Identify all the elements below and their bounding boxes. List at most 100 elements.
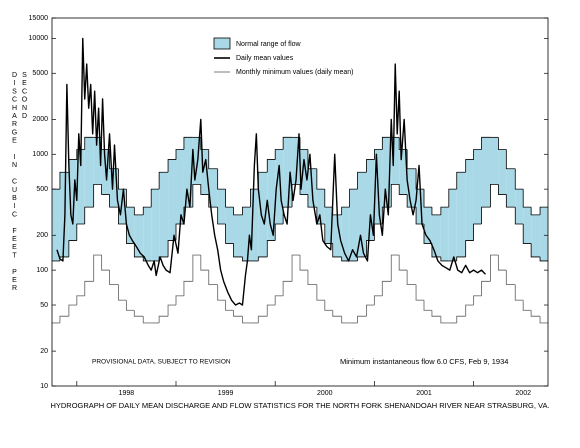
band-edge: [381, 136, 392, 150]
minimum-step: [118, 284, 127, 301]
minimum-step: [175, 295, 184, 306]
minimum-step: [497, 255, 507, 271]
band-edge: [415, 168, 424, 190]
band-edge: [133, 243, 144, 258]
minimum-step: [282, 280, 293, 296]
band-edge: [341, 206, 350, 215]
band-edge: [274, 149, 284, 160]
band-edge: [390, 183, 400, 208]
band-edge: [200, 184, 209, 195]
band-edge: [233, 243, 243, 258]
band-edge: [465, 240, 474, 257]
band-segment: [506, 168, 516, 208]
x-tick-label: 1998: [119, 390, 135, 397]
minimum-step: [390, 254, 400, 282]
band-edge: [473, 223, 482, 241]
x-tick-label: 1999: [218, 390, 234, 397]
minimum-step: [192, 254, 201, 282]
band-edge: [217, 168, 226, 190]
band-edge: [233, 207, 243, 216]
band-edge: [440, 256, 449, 262]
minimum-step: [366, 304, 375, 317]
band-edge: [406, 149, 417, 170]
band-edge: [539, 206, 548, 215]
y-tick-label: 5000: [32, 70, 48, 77]
legend-label: Monthly minimum values (daily mean): [236, 69, 353, 76]
y-axis-label: DISCHARGE IN CUBIC FEET PER SECOND: [11, 72, 28, 294]
minimum-step: [415, 284, 424, 301]
band-segment: [341, 207, 350, 261]
band-segment: [316, 189, 325, 225]
band-segment: [424, 207, 432, 244]
band-edge: [514, 168, 524, 190]
band-edge: [349, 188, 358, 208]
band-segment: [233, 214, 243, 257]
band-edge: [225, 189, 234, 208]
minimum-step: [299, 255, 308, 271]
chart-title: HYDROGRAPH OF DAILY MEAN DISCHARGE AND F…: [50, 401, 549, 410]
band-segment: [84, 137, 94, 208]
band-edge: [522, 224, 532, 244]
band-edge: [93, 183, 102, 208]
minimum-step: [93, 254, 102, 282]
band-edge: [481, 206, 491, 225]
band-edge: [316, 168, 325, 190]
minimum-step: [84, 280, 94, 296]
minimum-step: [291, 254, 300, 282]
band-segment: [431, 214, 441, 257]
minimum-step: [324, 300, 333, 311]
minimum-step: [217, 284, 226, 301]
band-segment: [225, 207, 234, 244]
band-segment: [183, 137, 193, 208]
band-edge: [481, 136, 491, 150]
minimum-step: [183, 280, 193, 296]
minimum-step: [398, 255, 408, 271]
y-tick-label: 50: [40, 302, 48, 309]
band-edge: [118, 207, 127, 225]
band-edge: [167, 159, 176, 173]
band-segment: [93, 137, 102, 185]
minimum-step: [423, 300, 432, 311]
band-edge: [498, 137, 507, 150]
band-edge: [423, 189, 432, 208]
legend: Normal range of flow Daily mean values Mon…: [213, 37, 353, 76]
band-edge: [183, 136, 193, 150]
x-tick-label: 2001: [416, 390, 432, 397]
minimum-step: [167, 304, 176, 317]
band-segment: [52, 189, 60, 261]
daily-mean-line: [56, 37, 487, 306]
minimum-step: [133, 310, 144, 317]
minimum-step: [481, 280, 491, 296]
minimum-step: [200, 255, 209, 271]
minimum-step: [257, 315, 268, 323]
minimum-step: [357, 315, 367, 323]
band-edge: [242, 206, 251, 215]
band-edge: [192, 183, 201, 208]
minimum-step: [341, 316, 350, 324]
y-tick-label: 1000: [32, 151, 48, 158]
legend-swatch: [213, 37, 231, 50]
band-segment: [540, 207, 548, 261]
band-edge: [282, 136, 293, 150]
band-edge: [448, 188, 457, 208]
band-edge: [175, 223, 184, 241]
band-segment: [250, 189, 259, 261]
plot-area: [52, 37, 548, 324]
band-segment: [465, 159, 474, 241]
band-segment: [258, 172, 268, 257]
minimum-step: [332, 310, 342, 317]
minimum-step: [539, 316, 548, 324]
band-edge: [118, 168, 127, 190]
band-segment: [151, 189, 160, 261]
band-edge: [142, 206, 152, 215]
minimum-step: [307, 270, 317, 286]
band-edge: [68, 240, 77, 257]
band-edge: [505, 149, 516, 170]
band-segment: [382, 137, 392, 208]
band-segment: [176, 149, 184, 225]
band-segment: [448, 189, 457, 261]
band-edge: [366, 159, 375, 173]
band-edge: [274, 223, 284, 241]
band-edge: [332, 243, 342, 258]
